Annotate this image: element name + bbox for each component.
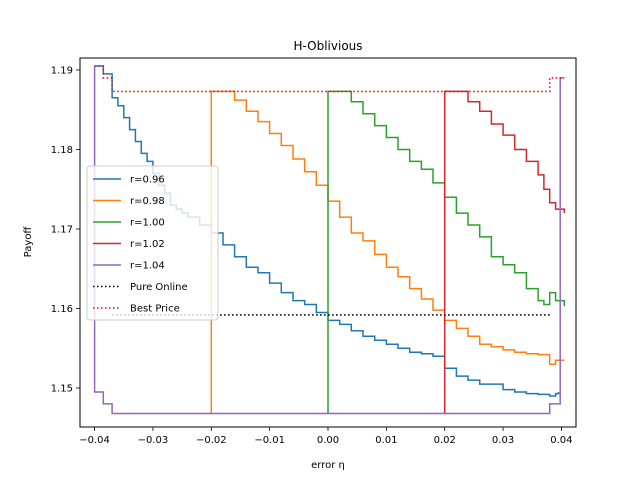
y-axis-title: Payoff	[23, 226, 34, 258]
chart-title: H-Oblivious	[293, 39, 362, 53]
y-axis: 1.15 1.16 1.17 1.18 1.19	[51, 65, 80, 395]
x-axis: −0.04 −0.03 −0.02 −0.01 0.00 0.01 0.02 0.03 0.04	[79, 427, 573, 446]
legend-label: Best Price	[130, 304, 180, 315]
x-tick-label: 0.04	[550, 435, 572, 446]
legend-label: r=1.04	[130, 261, 165, 272]
legend: r=0.96 r=0.98 r=1.00 r=1.02 r=1.04 Pure Onlin…	[86, 165, 219, 321]
legend-box	[86, 165, 219, 321]
x-tick-label: 0.01	[375, 435, 397, 446]
x-tick-label: 0.02	[434, 435, 456, 446]
legend-label: Pure Online	[130, 282, 188, 293]
x-tick-label: 0.00	[317, 435, 339, 446]
x-axis-title: error η	[311, 460, 345, 471]
x-tick-label: −0.03	[138, 435, 169, 446]
legend-label: r=1.02	[130, 239, 165, 250]
legend-label: r=0.98	[130, 196, 165, 207]
x-tick-label: −0.02	[196, 435, 227, 446]
x-tick-label: 0.03	[492, 435, 514, 446]
y-tick-label: 1.15	[51, 384, 73, 395]
y-tick-label: 1.17	[51, 224, 73, 235]
series-line-best-price	[94, 65, 565, 93]
x-tick-label: −0.01	[254, 435, 285, 446]
legend-label: r=0.96	[130, 175, 165, 186]
series-line-r-1-02	[443, 90, 566, 414]
series-line-r-0-98	[210, 90, 565, 414]
y-tick-label: 1.18	[51, 145, 73, 156]
y-tick-label: 1.16	[51, 304, 73, 315]
y-tick-label: 1.19	[51, 65, 73, 76]
plot-area	[93, 65, 566, 415]
series-line-r-1-04	[93, 66, 565, 415]
series-line-r-1-00	[327, 90, 566, 414]
series-line-r-0-96	[94, 65, 560, 397]
legend-label: r=1.00	[130, 218, 165, 229]
x-tick-label: −0.04	[79, 435, 110, 446]
